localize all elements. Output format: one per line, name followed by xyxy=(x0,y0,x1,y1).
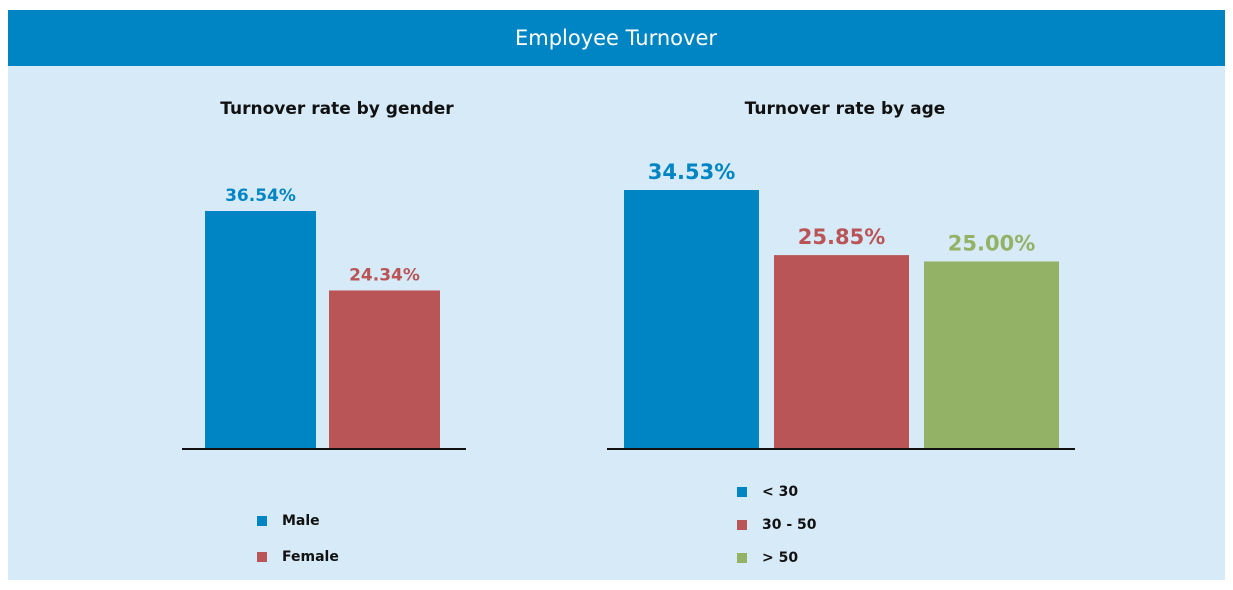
bar xyxy=(624,190,759,449)
legend-label: < 30 xyxy=(762,484,798,500)
legend-label: > 50 xyxy=(762,550,798,566)
legend-swatch xyxy=(737,553,747,563)
legend-label: Male xyxy=(282,513,320,529)
value-label: 34.53% xyxy=(648,160,735,184)
value-label: 24.34% xyxy=(349,265,420,285)
value-label: 25.00% xyxy=(948,231,1035,255)
legend-swatch xyxy=(257,516,267,526)
legend-label: 30 - 50 xyxy=(762,517,817,533)
bar xyxy=(205,211,316,449)
legend-swatch xyxy=(257,552,267,562)
value-label: 36.54% xyxy=(225,186,296,206)
chart-title: Turnover rate by gender xyxy=(220,99,454,119)
page-title: Employee Turnover xyxy=(515,26,717,50)
legend-swatch xyxy=(737,520,747,530)
chart-title: Turnover rate by age xyxy=(745,99,946,119)
bar xyxy=(329,290,440,449)
header-bar xyxy=(8,10,1225,66)
legend-swatch xyxy=(737,487,747,497)
legend-label: Female xyxy=(282,549,339,565)
bar xyxy=(774,255,909,449)
value-label: 25.85% xyxy=(798,225,885,249)
bar xyxy=(924,261,1059,449)
